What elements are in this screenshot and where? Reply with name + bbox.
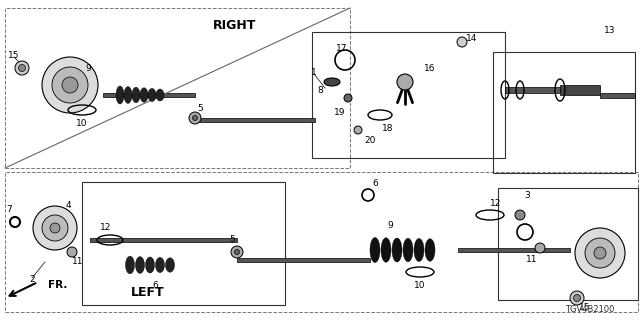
Ellipse shape: [403, 238, 413, 262]
Text: LEFT: LEFT: [131, 285, 165, 299]
Ellipse shape: [132, 87, 140, 103]
Text: 11: 11: [72, 258, 84, 267]
Bar: [82, 182, 285, 305]
Ellipse shape: [136, 257, 145, 273]
Text: 20: 20: [364, 135, 376, 145]
Circle shape: [570, 291, 584, 305]
Text: 8: 8: [317, 85, 323, 94]
Ellipse shape: [156, 89, 164, 101]
Ellipse shape: [324, 78, 340, 86]
Text: 4: 4: [65, 201, 71, 210]
Circle shape: [585, 238, 615, 268]
Text: 16: 16: [424, 63, 436, 73]
Circle shape: [42, 215, 68, 241]
Text: 19: 19: [334, 108, 346, 116]
Bar: [195, 118, 315, 122]
Text: 13: 13: [604, 26, 616, 35]
Bar: [237, 258, 370, 262]
Circle shape: [354, 126, 362, 134]
Text: 5: 5: [197, 103, 203, 113]
Text: 6: 6: [152, 281, 158, 290]
Circle shape: [573, 294, 580, 301]
Text: 7: 7: [6, 205, 12, 214]
Circle shape: [15, 61, 29, 75]
Text: 6: 6: [372, 179, 378, 188]
Ellipse shape: [392, 238, 402, 262]
Ellipse shape: [124, 87, 132, 103]
Ellipse shape: [370, 237, 380, 262]
Text: 5: 5: [229, 236, 235, 244]
Text: 2: 2: [29, 276, 35, 284]
Bar: [5, 172, 638, 312]
Text: 11: 11: [526, 255, 538, 265]
Text: 1: 1: [311, 68, 317, 76]
Circle shape: [535, 243, 545, 253]
Circle shape: [193, 116, 198, 121]
Text: 9: 9: [387, 220, 393, 229]
Bar: [103, 93, 195, 97]
Text: 14: 14: [467, 34, 477, 43]
Ellipse shape: [156, 257, 164, 273]
Circle shape: [62, 77, 78, 93]
Circle shape: [234, 250, 239, 254]
Circle shape: [42, 57, 98, 113]
Circle shape: [594, 247, 606, 259]
Text: 12: 12: [490, 198, 502, 207]
Text: 18: 18: [382, 124, 394, 132]
Circle shape: [33, 206, 77, 250]
Circle shape: [575, 228, 625, 278]
Circle shape: [189, 112, 201, 124]
Circle shape: [344, 94, 352, 102]
Ellipse shape: [414, 238, 424, 261]
Circle shape: [50, 223, 60, 233]
Text: 17: 17: [336, 44, 348, 52]
Bar: [458, 248, 570, 252]
Ellipse shape: [140, 88, 148, 102]
Circle shape: [52, 67, 88, 103]
Bar: [5, 8, 350, 168]
Bar: [90, 238, 237, 242]
Text: 12: 12: [100, 223, 112, 233]
Ellipse shape: [116, 86, 124, 104]
Text: RIGHT: RIGHT: [213, 19, 257, 31]
Text: TGV4B2100: TGV4B2100: [565, 306, 614, 315]
Bar: [493, 52, 635, 173]
Text: 3: 3: [524, 190, 530, 199]
Bar: [560, 85, 600, 95]
Bar: [505, 87, 560, 93]
Ellipse shape: [425, 239, 435, 261]
Text: 15: 15: [8, 51, 20, 60]
Ellipse shape: [166, 258, 175, 272]
Bar: [312, 32, 505, 158]
Text: FR.: FR.: [48, 280, 67, 290]
Ellipse shape: [145, 257, 154, 273]
Text: 15: 15: [579, 303, 591, 313]
Circle shape: [67, 247, 77, 257]
Text: 10: 10: [414, 281, 426, 290]
Text: 9: 9: [85, 63, 91, 73]
Bar: [600, 92, 635, 98]
Ellipse shape: [148, 88, 156, 102]
Circle shape: [397, 74, 413, 90]
Circle shape: [457, 37, 467, 47]
Text: 10: 10: [76, 118, 88, 127]
Ellipse shape: [125, 256, 134, 274]
Bar: [498, 188, 638, 300]
Ellipse shape: [381, 238, 391, 262]
Circle shape: [515, 210, 525, 220]
Circle shape: [19, 65, 26, 71]
Circle shape: [231, 246, 243, 258]
